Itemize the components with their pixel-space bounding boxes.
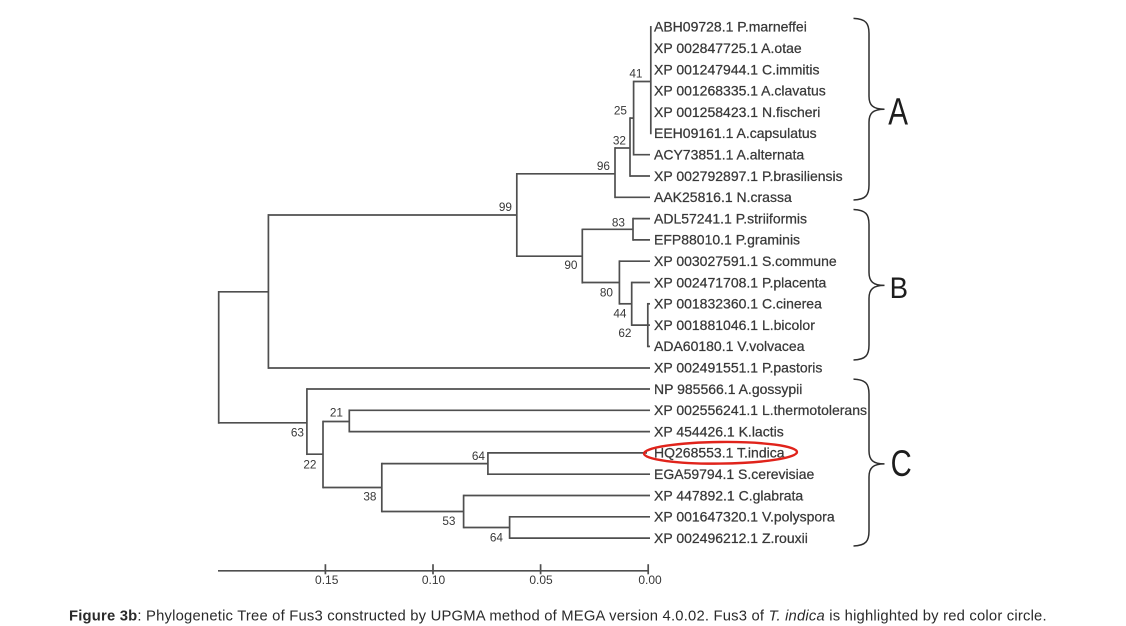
svg-text:64: 64: [472, 449, 486, 463]
svg-text:XP 002496212.1 Z.rouxii: XP 002496212.1 Z.rouxii: [654, 530, 808, 546]
svg-text:XP 002792897.1 P.brasiliensis: XP 002792897.1 P.brasiliensis: [654, 168, 843, 184]
svg-text:0.10: 0.10: [422, 573, 446, 587]
svg-text:ADL57241.1 P.striiformis: ADL57241.1 P.striiformis: [654, 210, 807, 226]
svg-text:0.15: 0.15: [315, 573, 339, 587]
svg-text:XP 003027591.1 S.commune: XP 003027591.1 S.commune: [654, 253, 837, 269]
svg-text:64: 64: [490, 531, 504, 545]
svg-text:A: A: [888, 91, 908, 133]
svg-text:AAK25816.1 N.crassa: AAK25816.1 N.crassa: [654, 189, 792, 205]
svg-text:ACY73851.1 A.alternata: ACY73851.1 A.alternata: [654, 147, 804, 163]
svg-text:B: B: [890, 272, 908, 305]
svg-text:XP 002491551.1 P.pastoris: XP 002491551.1 P.pastoris: [654, 360, 822, 376]
svg-text:EGA59794.1 S.cerevisiae: EGA59794.1 S.cerevisiae: [654, 466, 815, 482]
svg-text:XP 001258423.1 N.fischeri: XP 001258423.1 N.fischeri: [654, 104, 820, 120]
svg-text:83: 83: [612, 216, 626, 230]
svg-text:C: C: [891, 444, 912, 485]
svg-text:XP 001881046.1 L.bicolor: XP 001881046.1 L.bicolor: [654, 317, 815, 333]
svg-text:21: 21: [330, 406, 343, 420]
svg-text:ABH09728.1 P.marneffei: ABH09728.1 P.marneffei: [654, 19, 807, 35]
svg-text:44: 44: [613, 307, 627, 321]
svg-text:0.05: 0.05: [529, 573, 553, 587]
svg-text:ADA60180.1 V.volvacea: ADA60180.1 V.volvacea: [654, 338, 805, 354]
svg-text:XP 001247944.1 C.immitis: XP 001247944.1 C.immitis: [654, 61, 820, 77]
svg-text:XP 001647320.1 V.polyspora: XP 001647320.1 V.polyspora: [654, 509, 835, 525]
svg-text:0.00: 0.00: [638, 573, 662, 587]
svg-text:96: 96: [597, 159, 611, 173]
svg-text:XP 002471708.1 P.placenta: XP 002471708.1 P.placenta: [654, 274, 827, 290]
svg-text:XP 001832360.1 C.cinerea: XP 001832360.1 C.cinerea: [654, 296, 822, 312]
svg-text:EFP88010.1 P.graminis: EFP88010.1 P.graminis: [654, 232, 800, 248]
svg-text:90: 90: [564, 258, 578, 272]
svg-text:38: 38: [363, 490, 377, 504]
svg-text:HQ268553.1 T.indica: HQ268553.1 T.indica: [654, 445, 785, 461]
svg-text:32: 32: [613, 134, 626, 148]
svg-text:XP 002556241.1 L.thermotoleran: XP 002556241.1 L.thermotolerans: [654, 402, 867, 418]
svg-text:XP 002847725.1 A.otae: XP 002847725.1 A.otae: [654, 40, 802, 56]
svg-text:63: 63: [291, 426, 305, 440]
svg-text:22: 22: [303, 458, 316, 472]
svg-text:XP 454426.1 K.lactis: XP 454426.1 K.lactis: [654, 423, 784, 439]
svg-text:XP 001268335.1 A.clavatus: XP 001268335.1 A.clavatus: [654, 83, 826, 99]
svg-text:EEH09161.1 A.capsulatus: EEH09161.1 A.capsulatus: [654, 125, 817, 141]
svg-text:62: 62: [618, 326, 631, 340]
svg-text:80: 80: [600, 286, 614, 300]
svg-text:Figure 3b: Phylogenetic Tree o: Figure 3b: Phylogenetic Tree of Fus3 con…: [69, 609, 1047, 625]
svg-text:41: 41: [629, 67, 642, 81]
svg-text:XP 447892.1 C.glabrata: XP 447892.1 C.glabrata: [654, 487, 803, 503]
svg-text:NP 985566.1 A.gossypii: NP 985566.1 A.gossypii: [654, 381, 802, 397]
svg-text:25: 25: [614, 104, 628, 118]
svg-text:99: 99: [499, 200, 512, 214]
svg-text:53: 53: [442, 514, 456, 528]
